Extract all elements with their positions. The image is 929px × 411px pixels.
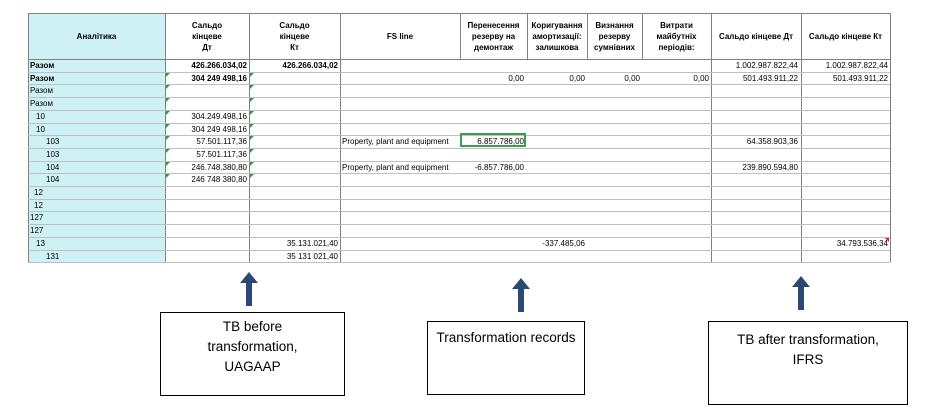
header-balance-dt[interactable]: СальдокінцевеДт bbox=[165, 13, 249, 59]
cell-a[interactable]: Разом bbox=[30, 85, 163, 96]
header-future-expenses[interactable]: Витратимайбутніхперіодів: bbox=[642, 13, 711, 59]
cell-am[interactable]: -337.485,06 bbox=[527, 238, 585, 249]
cell-a[interactable]: 127 bbox=[30, 225, 163, 236]
cell-a[interactable]: 131 bbox=[46, 251, 163, 262]
up-arrow-icon bbox=[238, 271, 260, 307]
header-end-balance-kt[interactable]: Сальдо кінцеве Кт bbox=[801, 13, 890, 59]
cell-edt[interactable]: 501.493.911,22 bbox=[711, 73, 798, 84]
header-end-balance-dt[interactable]: Сальдо кінцеве Дт bbox=[711, 13, 801, 59]
cell-kt[interactable]: 426.266.034,02 bbox=[249, 60, 338, 71]
cell-a[interactable]: 127 bbox=[30, 212, 163, 223]
cell-marker-icon bbox=[166, 85, 170, 89]
cell-a[interactable]: 12 bbox=[34, 200, 163, 211]
cell-dt[interactable]: 304 249 498,16 bbox=[165, 124, 247, 135]
cell-tr[interactable]: 0,00 bbox=[460, 73, 524, 84]
header-fs-line[interactable]: FS line bbox=[340, 13, 460, 59]
cell-ekt[interactable]: 34.793.536,34 bbox=[801, 238, 888, 249]
callout-records-text: Transformation records bbox=[436, 330, 575, 345]
cell-marker-icon bbox=[166, 111, 170, 115]
cell-marker-icon bbox=[166, 98, 170, 102]
cell-dt[interactable]: 246.748.380,80 bbox=[165, 162, 247, 173]
cell-tr[interactable]: -6.857.786,00 bbox=[460, 162, 524, 173]
cell-marker-icon bbox=[250, 174, 254, 178]
selected-cell[interactable] bbox=[460, 133, 526, 147]
header-amortization-adj[interactable]: Коригуванняамортизації:залишкова bbox=[527, 13, 587, 59]
cell-a[interactable]: 10 bbox=[36, 124, 163, 135]
cell-marker-icon bbox=[250, 124, 254, 128]
cell-marker-icon bbox=[250, 149, 254, 153]
cell-edt[interactable]: 64.358.903,36 bbox=[711, 136, 798, 147]
up-arrow-icon bbox=[790, 275, 812, 311]
cell-dt[interactable]: 426.266.034,02 bbox=[165, 60, 247, 71]
cell-marker-icon bbox=[166, 73, 170, 77]
cell-marker-icon bbox=[166, 149, 170, 153]
cell-marker-icon bbox=[166, 174, 170, 178]
spreadsheet: Аналітика СальдокінцевеДт СальдокінцевеК… bbox=[0, 0, 929, 262]
up-arrow-icon bbox=[510, 277, 532, 313]
header-balance-kt[interactable]: СальдокінцевеКт bbox=[249, 13, 340, 59]
header-doubtful-reserve[interactable]: Визнаннярезервусумнівних bbox=[587, 13, 642, 59]
cell-dt[interactable]: 304 249 498,16 bbox=[165, 73, 247, 84]
cell-dt[interactable]: 57.501.117,36 bbox=[165, 136, 247, 147]
cell-edt[interactable]: 239.890.594,80 bbox=[711, 162, 798, 173]
cell-a[interactable]: Разом bbox=[30, 98, 163, 109]
cell-a[interactable]: Разом bbox=[30, 73, 163, 84]
callout-after-text: TB after transformation, IFRS bbox=[737, 332, 879, 367]
cell-dc[interactable]: 0,00 bbox=[587, 73, 640, 84]
header-analytics[interactable]: Аналітика bbox=[28, 13, 165, 59]
cell-fs[interactable]: Property, plant and equipment bbox=[342, 136, 460, 147]
cell-dt[interactable]: 57.501.117,36 bbox=[165, 149, 247, 160]
cell-fs[interactable]: Property, plant and equipment bbox=[342, 162, 460, 173]
cell-marker-icon bbox=[250, 98, 254, 102]
cell-kt[interactable]: 35.131.021,40 bbox=[249, 238, 338, 249]
cell-dt[interactable]: 246 748 380,80 bbox=[165, 174, 247, 185]
cell-a[interactable]: 104 bbox=[46, 162, 163, 173]
cell-marker-icon bbox=[166, 124, 170, 128]
cell-a[interactable]: 13 bbox=[36, 238, 163, 249]
comment-marker-icon bbox=[885, 238, 889, 242]
cell-marker-icon bbox=[166, 136, 170, 140]
callout-records: Transformation records bbox=[427, 321, 585, 395]
cell-ekt[interactable]: 501.493.911,22 bbox=[801, 73, 888, 84]
cell-marker-icon bbox=[166, 162, 170, 166]
cell-a[interactable]: 103 bbox=[46, 136, 163, 147]
cell-ekt[interactable]: 1.002.987.822,44 bbox=[801, 60, 888, 71]
cell-marker-icon bbox=[250, 162, 254, 166]
cell-marker-icon bbox=[250, 73, 254, 77]
cell-dt[interactable]: 304.249.498,16 bbox=[165, 111, 247, 122]
cell-am[interactable]: 0,00 bbox=[527, 73, 585, 84]
cell-a[interactable]: 103 bbox=[46, 149, 163, 160]
cell-edt[interactable]: 1.002.987.822,44 bbox=[711, 60, 798, 71]
header-transfer-reserve[interactable]: Перенесеннярезерву надемонтаж bbox=[460, 13, 527, 59]
callout-before: TB before transformation, UAGAAP bbox=[160, 312, 345, 396]
callout-before-text: TB before transformation, UAGAAP bbox=[207, 319, 297, 374]
cell-marker-icon bbox=[250, 136, 254, 140]
cell-fu[interactable]: 0,00 bbox=[642, 73, 709, 84]
callout-after: TB after transformation, IFRS bbox=[708, 321, 908, 405]
cell-kt[interactable]: 35 131 021,40 bbox=[249, 251, 338, 262]
cell-a[interactable]: 10 bbox=[36, 111, 163, 122]
cell-marker-icon bbox=[250, 111, 254, 115]
cell-a[interactable]: 104 bbox=[46, 174, 163, 185]
cell-marker-icon bbox=[250, 85, 254, 89]
cell-a[interactable]: Разом bbox=[30, 60, 163, 71]
cell-a[interactable]: 12 bbox=[34, 187, 163, 198]
